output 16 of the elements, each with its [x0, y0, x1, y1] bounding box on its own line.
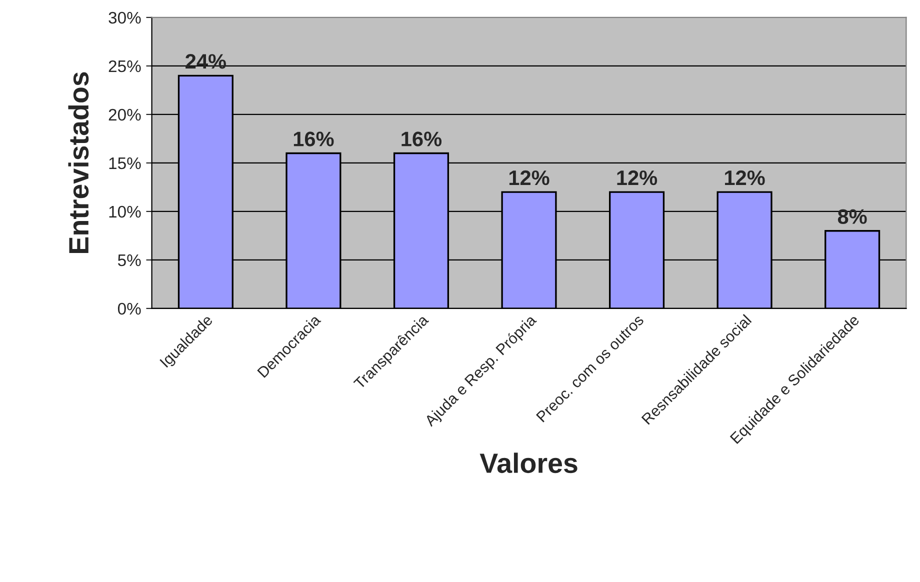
- y-tick-label: 0%: [118, 302, 141, 315]
- y-tick-label: 10%: [109, 206, 141, 218]
- data-label: 12%: [509, 170, 550, 186]
- y-axis-title: Entrevistados: [68, 72, 89, 253]
- y-tick-label: 5%: [118, 254, 141, 266]
- data-label: 24%: [186, 54, 226, 69]
- y-tick-label: 20%: [108, 108, 141, 121]
- x-axis-title: Valores: [480, 452, 578, 474]
- data-label: 16%: [402, 132, 442, 146]
- data-label: 12%: [725, 170, 765, 186]
- data-label: 8%: [838, 209, 867, 224]
- data-label: 12%: [617, 170, 658, 186]
- data-label: 16%: [294, 132, 334, 146]
- y-tick-label: 30%: [108, 12, 141, 24]
- y-tick-label: 25%: [108, 60, 141, 72]
- y-tick-label: 15%: [109, 157, 141, 170]
